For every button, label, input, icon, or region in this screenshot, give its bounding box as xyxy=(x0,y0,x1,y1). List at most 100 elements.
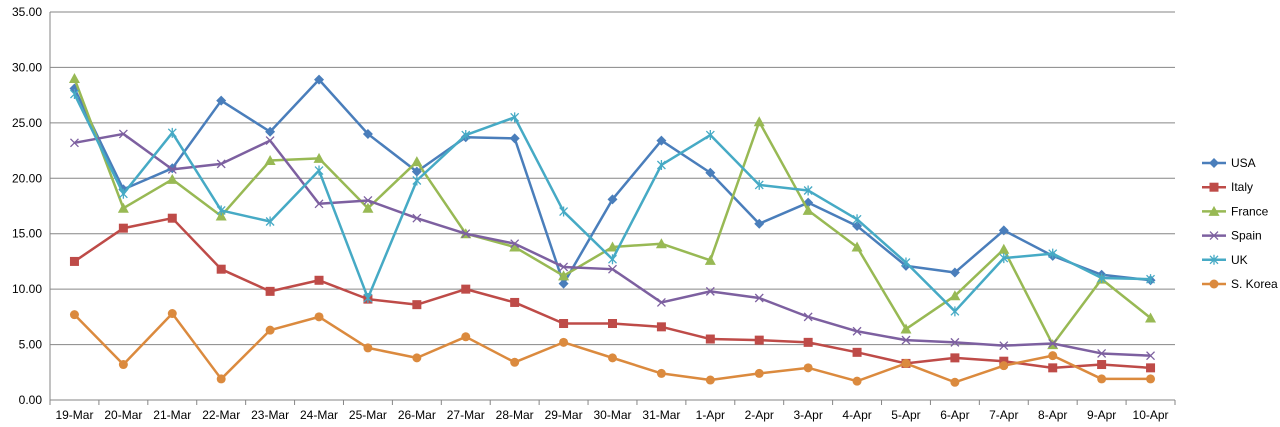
legend-label: UK xyxy=(1231,253,1248,267)
data-point-s-korea xyxy=(1048,351,1058,361)
legend-swatch-marker xyxy=(1209,231,1219,241)
data-point-france xyxy=(117,202,129,213)
data-point-italy xyxy=(1146,363,1156,373)
series-uk xyxy=(69,89,1155,317)
data-point-spain xyxy=(216,159,226,169)
data-point-spain xyxy=(461,229,471,239)
legend-entry-s-korea: S. Korea xyxy=(1202,277,1278,291)
x-tick-label: 8-Apr xyxy=(1038,408,1067,422)
data-point-spain xyxy=(363,195,373,205)
data-point-france xyxy=(558,270,570,281)
data-point-italy xyxy=(69,256,79,266)
data-point-italy xyxy=(265,286,275,296)
data-point-spain xyxy=(1097,348,1107,358)
x-tick-label: 27-Mar xyxy=(447,408,485,422)
data-point-uk xyxy=(852,214,862,225)
data-point-uk xyxy=(608,254,617,265)
y-tick-label: 10.00 xyxy=(12,282,42,296)
legend-label: France xyxy=(1231,204,1269,218)
data-point-spain xyxy=(608,264,617,274)
data-point-uk xyxy=(1097,273,1107,284)
data-point-spain xyxy=(69,138,79,148)
data-point-s-korea xyxy=(1146,374,1156,384)
data-point-uk xyxy=(461,130,471,141)
data-point-france xyxy=(802,204,814,215)
data-point-s-korea xyxy=(118,360,128,370)
data-point-france xyxy=(998,243,1010,254)
data-point-s-korea xyxy=(950,377,960,387)
series-s-korea xyxy=(69,309,1156,387)
legend-label: S. Korea xyxy=(1231,277,1278,291)
legend: USA Italy France Spain UK S. Korea xyxy=(1202,156,1278,291)
data-point-uk xyxy=(1146,274,1155,285)
legend-entry-spain: Spain xyxy=(1202,229,1262,243)
data-point-spain xyxy=(412,213,422,223)
data-point-usa xyxy=(509,133,520,144)
data-point-spain xyxy=(118,129,128,139)
data-point-spain xyxy=(510,239,520,249)
data-point-france xyxy=(215,210,227,221)
data-point-italy xyxy=(852,347,862,357)
data-point-uk xyxy=(265,216,275,227)
gridlines xyxy=(50,11,1175,346)
data-point-s-korea xyxy=(852,376,862,386)
data-point-spain xyxy=(1146,351,1155,361)
data-point-usa xyxy=(656,135,667,146)
data-point-italy xyxy=(167,213,177,223)
data-point-uk xyxy=(118,188,128,199)
data-point-italy xyxy=(1097,360,1107,370)
data-point-italy xyxy=(412,300,422,310)
data-point-s-korea xyxy=(901,358,911,368)
x-tick-label: 30-Mar xyxy=(593,408,631,422)
data-point-s-korea xyxy=(363,343,373,353)
legend-entry-france: France xyxy=(1202,204,1269,218)
data-point-uk xyxy=(656,159,666,170)
x-tick-label: 19-Mar xyxy=(55,408,93,422)
data-point-s-korea xyxy=(559,337,569,347)
data-point-s-korea xyxy=(510,357,520,367)
data-point-s-korea xyxy=(216,374,226,384)
data-point-usa xyxy=(998,225,1009,236)
data-point-usa xyxy=(852,220,863,231)
data-point-spain xyxy=(999,341,1009,351)
legend-entry-italy: Italy xyxy=(1202,180,1253,194)
data-point-uk xyxy=(69,89,79,100)
data-point-france xyxy=(166,173,178,184)
data-point-france xyxy=(851,241,863,252)
legend-label: Spain xyxy=(1231,229,1262,243)
data-point-france xyxy=(411,156,423,167)
data-point-spain xyxy=(803,312,813,322)
data-point-spain xyxy=(705,286,715,296)
data-point-uk xyxy=(901,257,911,268)
data-point-spain xyxy=(265,136,275,146)
series-lines xyxy=(68,73,1157,387)
data-point-france xyxy=(264,155,276,166)
series-italy xyxy=(69,213,1156,373)
data-point-italy xyxy=(118,223,128,233)
legend-swatch-marker xyxy=(1208,205,1220,216)
data-point-uk xyxy=(705,130,715,141)
legend-entry-usa: USA xyxy=(1202,156,1256,170)
x-tick-label: 29-Mar xyxy=(545,408,583,422)
data-point-italy xyxy=(1048,363,1058,373)
data-point-uk xyxy=(412,175,422,186)
data-point-italy xyxy=(608,319,617,329)
data-point-uk xyxy=(950,306,960,317)
x-tick-label: 5-Apr xyxy=(891,408,920,422)
data-point-s-korea xyxy=(461,332,471,342)
y-tick-label: 25.00 xyxy=(12,116,42,130)
data-point-usa xyxy=(705,167,716,178)
data-point-uk xyxy=(216,205,226,216)
data-point-s-korea xyxy=(999,361,1009,371)
data-point-france xyxy=(1145,312,1157,323)
data-point-italy xyxy=(705,334,715,344)
x-tick-label: 31-Mar xyxy=(642,408,680,422)
x-tick-label: 10-Apr xyxy=(1133,408,1169,422)
series-line-france xyxy=(73,78,1152,346)
x-tick-label: 24-Mar xyxy=(300,408,338,422)
axes: 0.00 5.00 10.00 15.00 20.00 25.00 30.00 35.00 19… xyxy=(12,5,1176,422)
data-point-s-korea xyxy=(167,309,177,319)
y-tick-label: 20.00 xyxy=(12,171,42,185)
